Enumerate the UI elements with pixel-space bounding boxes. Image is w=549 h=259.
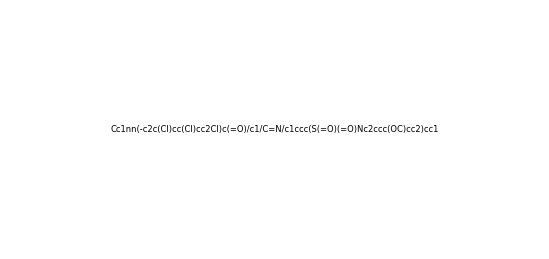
- Text: Cc1nn(-c2c(Cl)cc(Cl)cc2Cl)c(=O)/c1/C=N/c1ccc(S(=O)(=O)Nc2ccc(OC)cc2)cc1: Cc1nn(-c2c(Cl)cc(Cl)cc2Cl)c(=O)/c1/C=N/c…: [110, 125, 439, 134]
